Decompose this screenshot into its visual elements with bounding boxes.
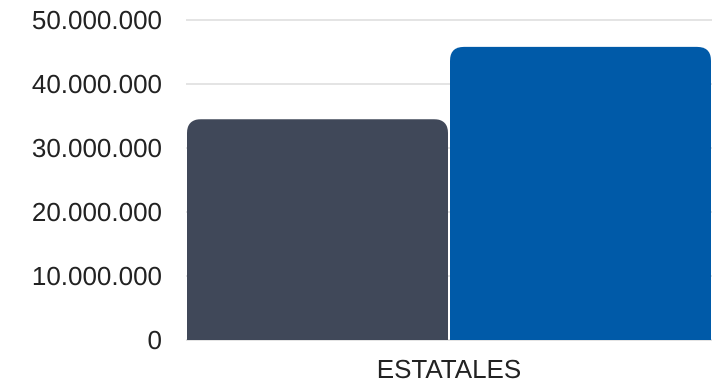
y-tick-label: 20.000.000	[32, 197, 162, 227]
y-tick-label: 30.000.000	[32, 133, 162, 163]
bars	[187, 46, 711, 340]
y-tick-label: 10.000.000	[32, 261, 162, 291]
y-tick-label: 0	[148, 325, 162, 355]
y-axis-ticks: 0 10.000.000 20.000.000 30.000.000 40.000.00…	[32, 5, 162, 355]
y-tick-label: 40.000.000	[32, 69, 162, 99]
y-tick-label: 50.000.000	[32, 5, 162, 35]
bar-series-2	[450, 46, 711, 340]
x-category-label: ESTATALES	[377, 354, 522, 384]
x-axis-categories: ESTATALES	[377, 354, 522, 384]
bar-series-1	[187, 119, 448, 340]
